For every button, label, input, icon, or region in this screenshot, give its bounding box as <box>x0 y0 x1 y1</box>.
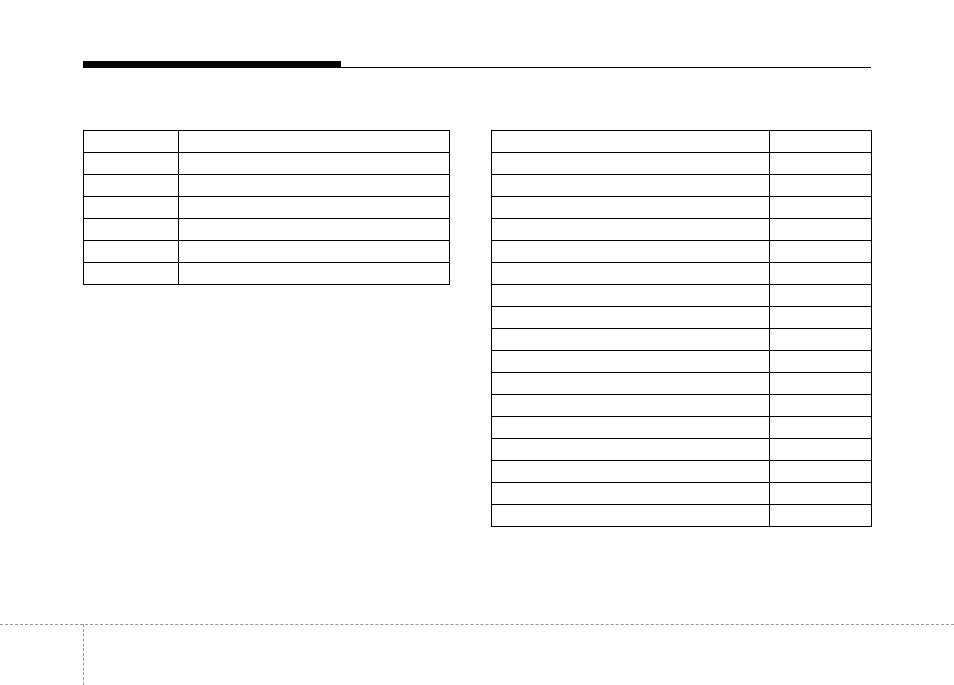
table-cell <box>770 439 872 461</box>
table-cell <box>179 131 450 153</box>
table-row <box>492 417 872 439</box>
footer-dash-vertical <box>83 624 84 685</box>
table-cell <box>770 373 872 395</box>
table-cell <box>770 461 872 483</box>
table-row <box>492 505 872 527</box>
table-cell <box>492 197 770 219</box>
table-cell <box>492 461 770 483</box>
table-cell <box>770 351 872 373</box>
table-row <box>84 175 450 197</box>
table-cell <box>770 417 872 439</box>
table-row <box>84 219 450 241</box>
table-row <box>492 329 872 351</box>
table-row <box>492 351 872 373</box>
table-cell <box>492 417 770 439</box>
table-row <box>492 131 872 153</box>
table-cell <box>492 285 770 307</box>
table-row <box>492 197 872 219</box>
table-cell <box>770 395 872 417</box>
table-cell <box>770 153 872 175</box>
table-cell <box>179 175 450 197</box>
left-table <box>83 130 450 285</box>
table-cell <box>84 153 179 175</box>
table-cell <box>492 351 770 373</box>
table-cell <box>770 175 872 197</box>
table-cell <box>492 307 770 329</box>
table-cell <box>770 241 872 263</box>
footer-dash-horizontal <box>0 624 954 625</box>
table-cell <box>84 263 179 285</box>
table-cell <box>84 219 179 241</box>
table-row <box>492 483 872 505</box>
table-cell <box>492 373 770 395</box>
table-cell <box>770 263 872 285</box>
right-table <box>491 130 872 527</box>
table-row <box>492 175 872 197</box>
table-row <box>492 373 872 395</box>
table-row <box>492 285 872 307</box>
table-cell <box>492 219 770 241</box>
table-row <box>84 197 450 219</box>
table-cell <box>179 219 450 241</box>
table-row <box>492 439 872 461</box>
table-cell <box>770 131 872 153</box>
table-cell <box>492 241 770 263</box>
table-cell <box>84 175 179 197</box>
table-cell <box>492 483 770 505</box>
table-cell <box>492 175 770 197</box>
table-cell <box>492 395 770 417</box>
table-cell <box>770 329 872 351</box>
table-cell <box>179 263 450 285</box>
table-row <box>492 307 872 329</box>
table-cell <box>770 219 872 241</box>
header-bar-thick <box>83 61 341 68</box>
table-cell <box>84 131 179 153</box>
table-cell <box>492 329 770 351</box>
table-cell <box>770 505 872 527</box>
table-row <box>492 153 872 175</box>
table-row <box>84 263 450 285</box>
table-row <box>492 219 872 241</box>
table-cell <box>179 241 450 263</box>
table-cell <box>492 439 770 461</box>
table-cell <box>492 505 770 527</box>
table-row <box>84 153 450 175</box>
table-cell <box>770 483 872 505</box>
table-cell <box>179 153 450 175</box>
table-cell <box>492 263 770 285</box>
table-cell <box>770 307 872 329</box>
table-cell <box>84 197 179 219</box>
table-row <box>492 461 872 483</box>
table-row <box>492 395 872 417</box>
table-cell <box>492 131 770 153</box>
table-cell <box>492 153 770 175</box>
table-row <box>84 131 450 153</box>
table-row <box>84 241 450 263</box>
header-bar-thin <box>341 67 871 68</box>
table-row <box>492 263 872 285</box>
table-row <box>492 241 872 263</box>
table-cell <box>179 197 450 219</box>
table-cell <box>84 241 179 263</box>
table-cell <box>770 197 872 219</box>
table-cell <box>770 285 872 307</box>
